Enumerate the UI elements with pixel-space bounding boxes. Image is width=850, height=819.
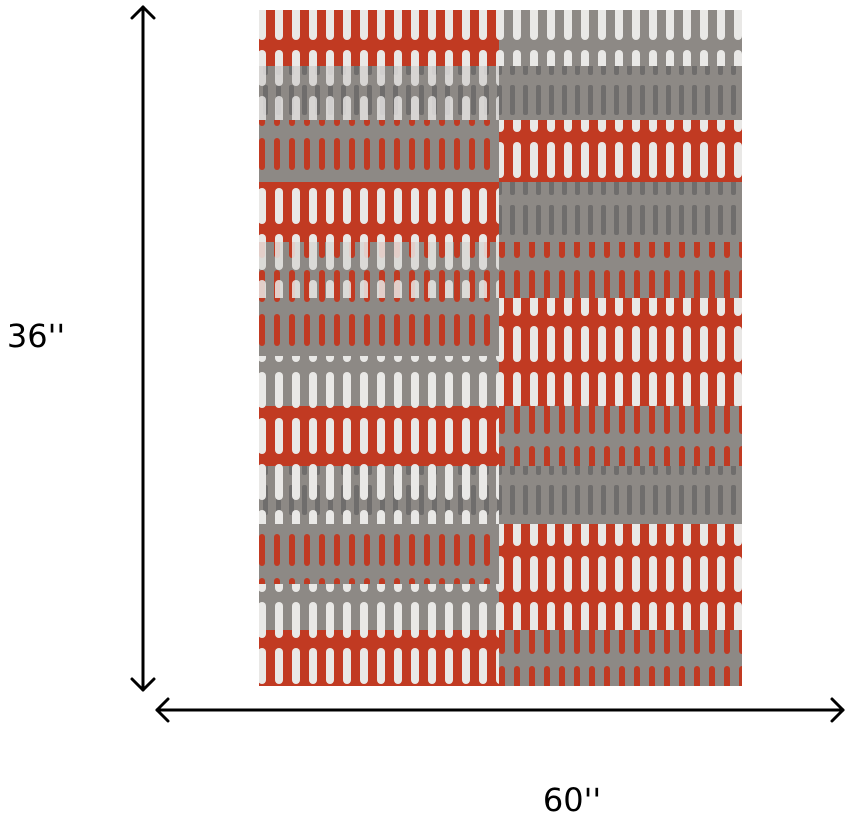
rug-image [259,10,742,686]
width-arrow [155,697,845,723]
height-arrow [130,5,156,692]
rug-pattern [259,10,742,686]
width-label: 60'' [543,781,601,819]
height-label: 36'' [7,317,65,355]
